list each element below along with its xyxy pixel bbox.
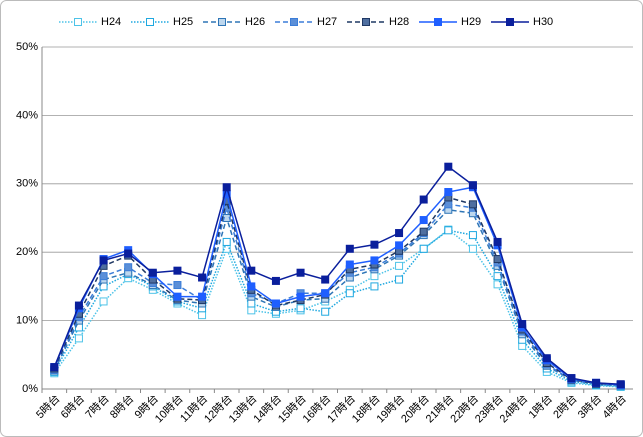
y-tick-label: 10% — [16, 315, 38, 327]
marker — [173, 281, 182, 290]
marker — [493, 237, 502, 246]
legend-marker — [146, 18, 154, 26]
marker — [444, 188, 453, 197]
marker — [370, 256, 379, 265]
legend-marker — [74, 18, 82, 26]
marker — [370, 272, 379, 281]
marker — [592, 378, 601, 387]
marker — [222, 237, 231, 246]
marker — [518, 320, 527, 329]
series-line — [53, 203, 621, 387]
marker — [616, 380, 625, 389]
marker — [271, 299, 280, 308]
marker — [468, 244, 477, 253]
marker — [124, 249, 133, 258]
marker — [321, 289, 330, 298]
series-line — [53, 196, 621, 386]
marker — [247, 266, 256, 275]
legend-marker — [362, 18, 370, 26]
series-line — [53, 208, 621, 387]
marker — [345, 244, 354, 253]
y-tick-label: 50% — [16, 41, 38, 53]
marker — [395, 229, 404, 238]
y-tick-label: 40% — [16, 109, 38, 121]
marker — [419, 244, 428, 253]
legend-label: H27 — [317, 16, 337, 28]
marker — [296, 304, 305, 313]
marker — [493, 272, 502, 281]
legend-marker — [434, 18, 442, 26]
y-tick-label: 0% — [22, 383, 38, 395]
legend-label: H30 — [533, 16, 553, 28]
marker — [567, 374, 576, 383]
series-line — [53, 165, 621, 385]
marker — [74, 334, 83, 343]
marker — [345, 289, 354, 298]
marker — [419, 227, 428, 236]
marker — [444, 200, 453, 209]
series-line — [53, 229, 621, 388]
marker — [419, 216, 428, 225]
marker — [444, 226, 453, 235]
legend-label: H25 — [173, 16, 193, 28]
marker — [296, 292, 305, 301]
marker — [99, 272, 108, 281]
marker — [419, 195, 428, 204]
marker — [74, 301, 83, 310]
marker — [321, 307, 330, 316]
marker — [271, 276, 280, 285]
marker — [395, 275, 404, 284]
marker — [493, 255, 502, 264]
marker — [468, 181, 477, 190]
legend-marker — [506, 18, 514, 26]
marker — [198, 273, 207, 282]
marker — [222, 183, 231, 192]
legend-marker — [218, 18, 226, 26]
marker — [468, 200, 477, 209]
series — [50, 162, 625, 389]
marker — [370, 282, 379, 291]
marker — [50, 363, 59, 372]
marker — [395, 261, 404, 270]
marker — [370, 240, 379, 249]
marker — [542, 354, 551, 363]
marker — [296, 268, 305, 277]
marker — [395, 241, 404, 250]
series-line — [53, 228, 621, 388]
legend-label: H28 — [389, 16, 409, 28]
marker — [99, 256, 108, 265]
marker — [444, 162, 453, 171]
marker — [247, 306, 256, 315]
marker — [198, 311, 207, 320]
y-tick-label: 30% — [16, 178, 38, 190]
legend-marker — [290, 18, 298, 26]
legend-label: H26 — [245, 16, 265, 28]
marker — [247, 299, 256, 308]
marker — [321, 275, 330, 284]
legend-label: H24 — [101, 16, 121, 28]
marker — [173, 292, 182, 301]
marker — [345, 260, 354, 269]
marker — [173, 266, 182, 275]
marker — [468, 231, 477, 240]
y-tick-label: 20% — [16, 246, 38, 258]
marker — [198, 292, 207, 301]
marker — [99, 297, 108, 306]
legend-label: H29 — [461, 16, 481, 28]
marker — [247, 282, 256, 291]
marker — [148, 268, 157, 277]
marker — [124, 263, 133, 272]
